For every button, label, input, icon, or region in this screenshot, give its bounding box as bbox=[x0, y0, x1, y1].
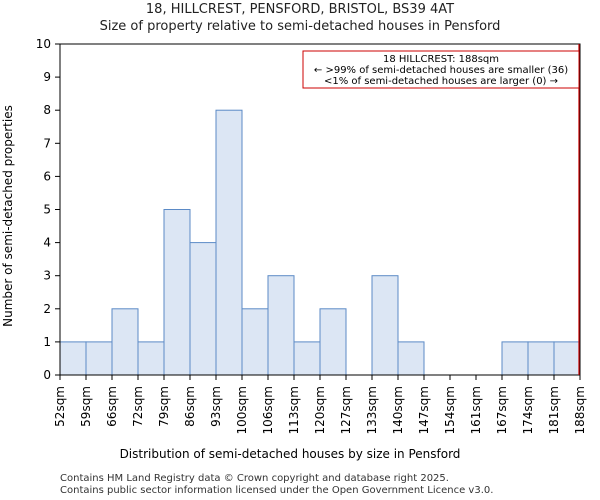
x-tick-label: 167sqm bbox=[495, 386, 509, 434]
bar-106sqm bbox=[267, 275, 295, 376]
bar-72sqm bbox=[137, 341, 165, 376]
histogram-chart: 0 1 2 3 4 5 6 7 8 9 10 52sqm 59sqm 66sqm 72sqm 79sqm 86… bbox=[1, 37, 587, 461]
y-tick-label: 0 bbox=[43, 368, 51, 382]
x-tick-label: 113sqm bbox=[287, 386, 301, 434]
annotation-line2: ← >99% of semi-detached houses are small… bbox=[314, 65, 568, 76]
plot-frame bbox=[59, 43, 581, 376]
x-tick-label: 133sqm bbox=[365, 386, 379, 434]
x-tick-label: 161sqm bbox=[469, 386, 483, 434]
y-tick-label: 8 bbox=[43, 103, 51, 117]
annotation-line1: 18 HILLCREST: 188sqm bbox=[383, 54, 499, 65]
x-tick-label: 106sqm bbox=[261, 386, 275, 434]
y-tick-label: 4 bbox=[43, 236, 51, 250]
bar-113sqm bbox=[293, 341, 321, 376]
bars-group bbox=[59, 109, 581, 376]
y-tick-label: 10 bbox=[36, 37, 51, 51]
bar-79sqm bbox=[163, 209, 191, 376]
y-tick-label: 6 bbox=[43, 169, 51, 183]
bar-167sqm bbox=[501, 341, 529, 376]
footer-line2: Contains public sector information licen… bbox=[60, 485, 494, 496]
y-tick-label: 2 bbox=[43, 302, 51, 316]
x-tick-label: 140sqm bbox=[391, 386, 405, 434]
x-tick-label: 93sqm bbox=[209, 386, 223, 427]
y-tick-label: 5 bbox=[43, 203, 51, 217]
x-tick-label: 174sqm bbox=[521, 386, 535, 434]
y-tick-label: 3 bbox=[43, 269, 51, 283]
x-tick-label: 72sqm bbox=[131, 386, 145, 427]
x-tick-label: 147sqm bbox=[417, 386, 431, 434]
bar-52sqm bbox=[59, 341, 87, 376]
chart-title-line1: 18, HILLCREST, PENSFORD, BRISTOL, BS39 4… bbox=[145, 2, 455, 17]
x-tick-label: 127sqm bbox=[339, 386, 353, 434]
x-tick-label: 59sqm bbox=[79, 386, 93, 427]
annotation-box: 18 HILLCREST: 188sqm ← >99% of semi-deta… bbox=[302, 50, 580, 89]
x-axis-label: Distribution of semi-detached houses by … bbox=[120, 447, 461, 461]
bar-100sqm bbox=[241, 308, 269, 376]
x-tick-label: 79sqm bbox=[157, 386, 171, 427]
bar-93sqm bbox=[215, 109, 243, 376]
bar-59sqm bbox=[85, 341, 113, 376]
y-axis-label: Number of semi-detached properties bbox=[1, 105, 15, 327]
x-tick-label: 188sqm bbox=[573, 386, 587, 434]
x-tick-label: 66sqm bbox=[105, 386, 119, 427]
bar-66sqm bbox=[111, 308, 139, 376]
x-tick-label: 181sqm bbox=[547, 386, 561, 434]
footer-line1: Contains HM Land Registry data © Crown c… bbox=[60, 473, 449, 484]
bar-86sqm bbox=[189, 242, 217, 376]
bar-174sqm bbox=[527, 341, 555, 376]
bar-140sqm bbox=[397, 341, 425, 376]
bar-120sqm bbox=[319, 308, 347, 376]
y-tick-label: 9 bbox=[43, 70, 51, 84]
y-axis: 0 1 2 3 4 5 6 7 8 9 10 bbox=[36, 37, 60, 382]
bar-133sqm bbox=[371, 275, 399, 376]
x-axis: 52sqm 59sqm 66sqm 72sqm 79sqm 86sqm 93sqm 100sq… bbox=[53, 375, 587, 434]
y-tick-label: 1 bbox=[43, 335, 51, 349]
x-tick-label: 86sqm bbox=[183, 386, 197, 427]
y-tick-label: 7 bbox=[43, 136, 51, 150]
annotation-line3: <1% of semi-detached houses are larger (… bbox=[324, 76, 558, 87]
x-tick-label: 154sqm bbox=[443, 386, 457, 434]
chart-title-line2: Size of property relative to semi-detach… bbox=[99, 19, 501, 34]
bar-181sqm bbox=[553, 341, 581, 376]
x-tick-label: 120sqm bbox=[313, 386, 327, 434]
x-tick-label: 52sqm bbox=[53, 386, 67, 427]
annotation-frame bbox=[302, 50, 580, 89]
x-tick-label: 100sqm bbox=[235, 386, 249, 434]
